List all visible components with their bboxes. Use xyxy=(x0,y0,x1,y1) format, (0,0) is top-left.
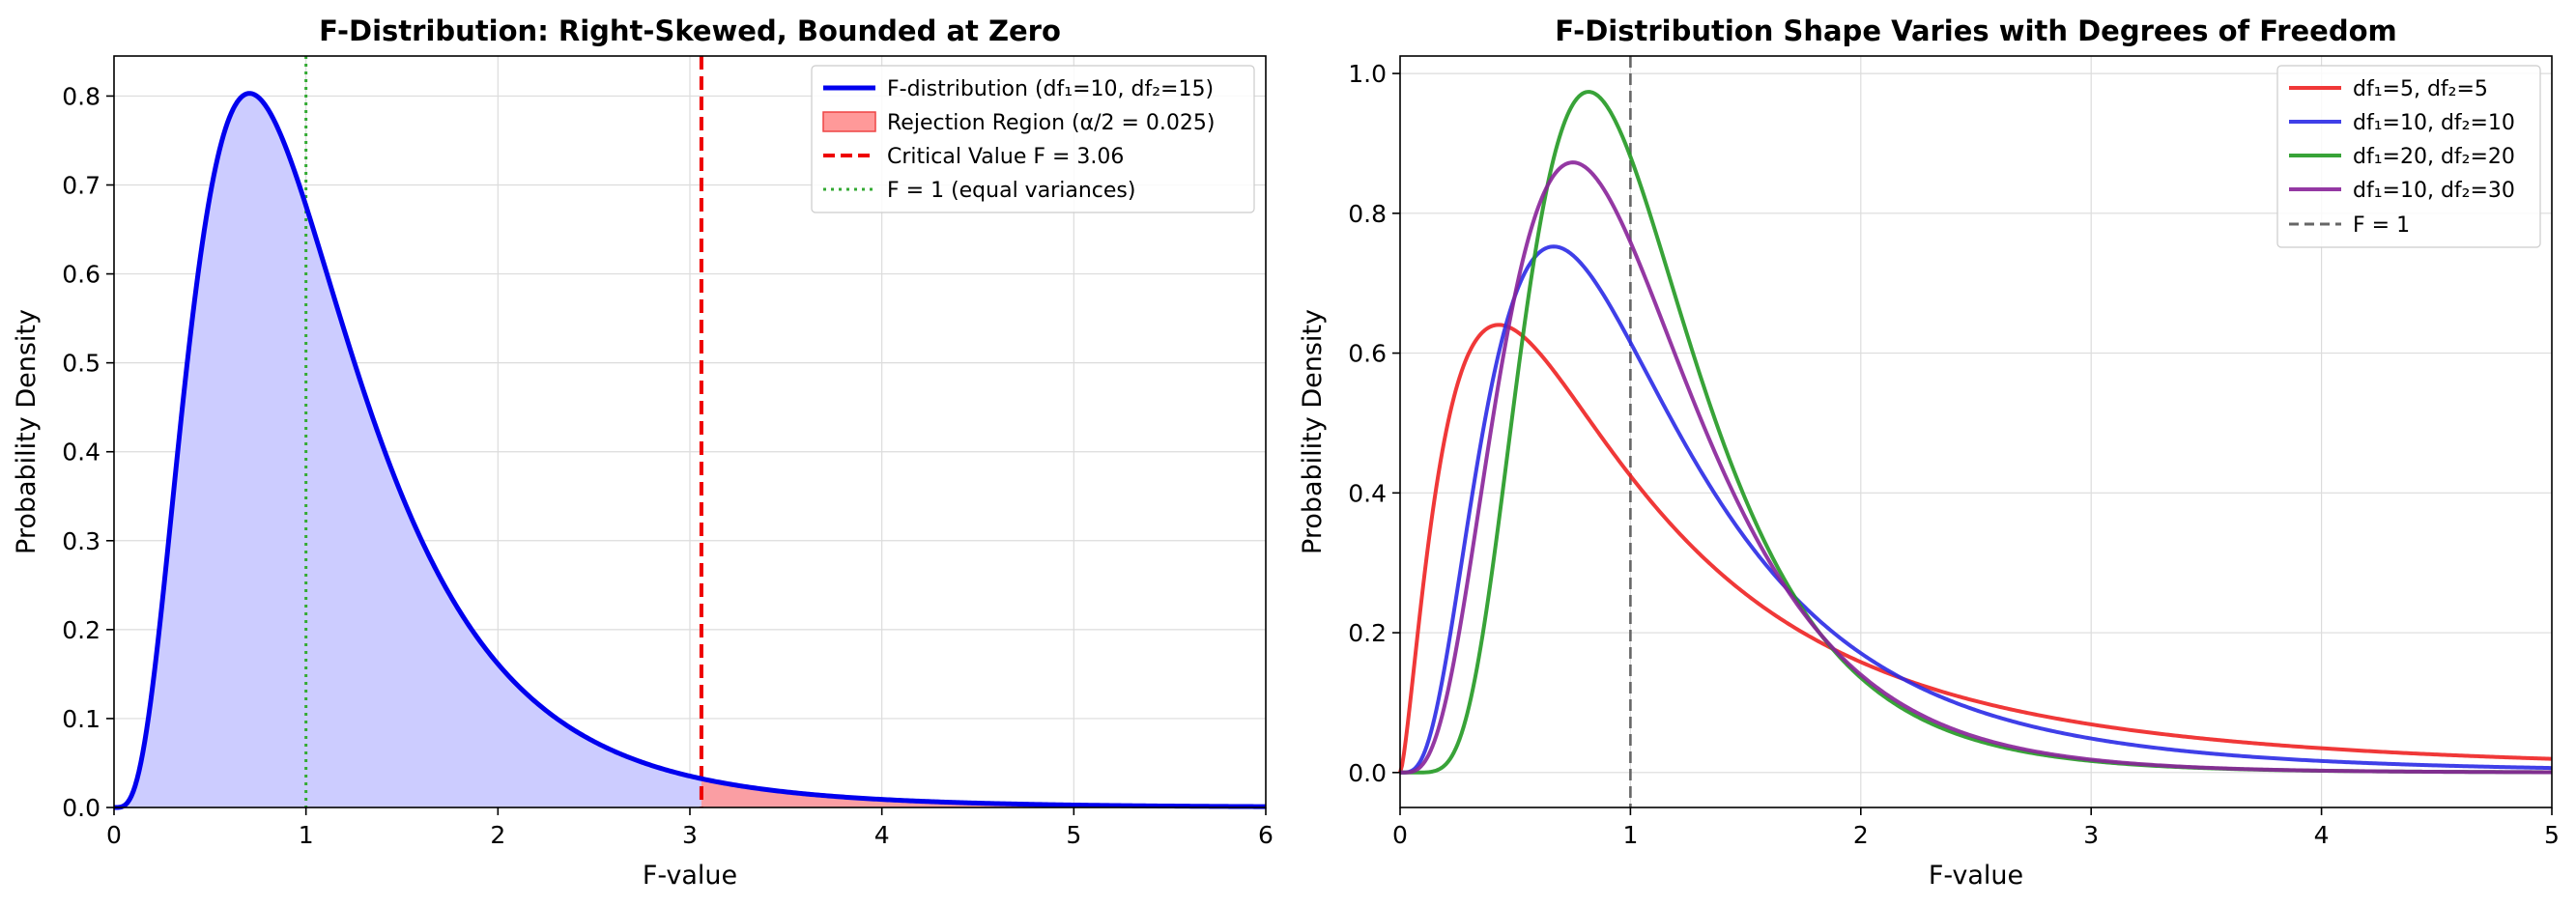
left-y-tick-label: 0.0 xyxy=(62,794,100,822)
right-axes-frame xyxy=(1399,55,2553,808)
left-density-fill xyxy=(114,93,1266,807)
right-legend-item: df₁=20, df₂=20 xyxy=(2289,145,2515,169)
right-series-line-0 xyxy=(1398,323,2553,774)
right-x-tick-label: 5 xyxy=(2544,821,2560,849)
right-x-tick-label: 1 xyxy=(1622,821,1638,849)
left-legend-item: Critical Value F = 3.06 xyxy=(823,145,1124,169)
left-x-tick-label: 2 xyxy=(490,821,505,849)
left-legend-item: Rejection Region (α/2 = 0.025) xyxy=(822,111,1216,135)
left-y-tick-label: 0.4 xyxy=(62,439,100,467)
left-x-tick-label: 1 xyxy=(299,821,314,849)
right-y-tick-label: 0.2 xyxy=(1348,619,1387,647)
left-legend-item: F = 1 (equal variances) xyxy=(823,179,1135,203)
right-legend-item: df₁=10, df₂=30 xyxy=(2289,179,2515,203)
left-rejection-region xyxy=(701,779,1266,807)
left-y-tick-label: 0.7 xyxy=(62,172,100,200)
right-x-tick-label: 0 xyxy=(1392,821,1408,849)
left-legend-label-fdist: F-distribution (df₁=10, df₂=15) xyxy=(887,77,1214,101)
left-legend-item: F-distribution (df₁=10, df₂=15) xyxy=(823,77,1214,101)
right-chart: 0 1 2 3 4 5 0.0 0.2 0.4 0.6 0.8 1.0 F-Distribution … xyxy=(1298,14,2560,891)
left-x-tick-label: 0 xyxy=(106,821,122,849)
left-y-axis-label: Probability Density xyxy=(12,309,42,554)
right-legend-item: F = 1 xyxy=(2289,213,2410,238)
right-legend-label-10-30: df₁=10, df₂=30 xyxy=(2353,179,2515,203)
left-legend-box xyxy=(811,65,1255,213)
left-vlines xyxy=(304,56,703,807)
right-y-tick-label: 0.4 xyxy=(1348,479,1387,507)
left-x-axis-label: F-value xyxy=(643,861,737,891)
right-series-line-3 xyxy=(1399,160,2553,775)
left-chart-title: F-Distribution: Right-Skewed, Bounded at… xyxy=(319,14,1061,47)
right-y-tick-label: 0.8 xyxy=(1348,200,1387,228)
left-x-tick-label: 6 xyxy=(1258,821,1274,849)
right-x-axis-label: F-value xyxy=(1929,861,2023,891)
left-ticks: 0 1 2 3 4 5 6 0.0 0.1 0.2 0.3 0.4 0.5 0.6 0.7 0.8 xyxy=(62,82,1274,849)
left-series xyxy=(113,91,1267,810)
left-y-tick-label: 0.8 xyxy=(62,82,100,110)
right-series-line-1 xyxy=(1399,244,2553,775)
left-y-tick-label: 0.3 xyxy=(62,527,100,555)
right-legend-label-5-5: df₁=5, df₂=5 xyxy=(2353,77,2488,101)
left-legend-label-rejection: Rejection Region (α/2 = 0.025) xyxy=(887,111,1216,135)
right-series xyxy=(1398,90,2553,775)
right-chart-title: F-Distribution Shape Varies with Degrees… xyxy=(1555,14,2397,47)
left-x-tick-label: 4 xyxy=(874,821,890,849)
right-y-tick-label: 1.0 xyxy=(1348,60,1387,88)
right-legend-box xyxy=(2276,65,2541,248)
left-y-tick-label: 0.5 xyxy=(62,350,100,378)
left-chart: 0 1 2 3 4 5 6 0.0 0.1 0.2 0.3 0.4 0.5 0.6 0.7 0.8 F-Dis… xyxy=(12,14,1274,891)
right-y-tick-label: 0.6 xyxy=(1348,340,1387,368)
left-series-line-0 xyxy=(113,91,1267,810)
right-legend-label-f1: F = 1 xyxy=(2353,213,2410,238)
right-legend-label-20-20: df₁=20, df₂=20 xyxy=(2353,145,2515,169)
right-y-tick-label: 0.0 xyxy=(1348,759,1387,787)
left-x-tick-label: 3 xyxy=(682,821,698,849)
right-x-tick-label: 2 xyxy=(1853,821,1869,849)
left-y-tick-label: 0.6 xyxy=(62,261,100,289)
left-legend: F-distribution (df₁=10, df₂=15) Rejectio… xyxy=(811,65,1255,213)
left-legend-label-f1: F = 1 (equal variances) xyxy=(887,179,1135,203)
left-y-tick-label: 0.1 xyxy=(62,705,100,733)
left-legend-swatch-rejection xyxy=(822,111,876,132)
right-legend-item: df₁=5, df₂=5 xyxy=(2289,77,2488,101)
right-y-axis-label: Probability Density xyxy=(1298,309,1328,554)
left-legend-label-critical: Critical Value F = 3.06 xyxy=(887,145,1124,169)
right-legend-label-10-10: df₁=10, df₂=10 xyxy=(2353,111,2515,135)
left-x-tick-label: 5 xyxy=(1066,821,1081,849)
right-legend: df₁=5, df₂=5 df₁=10, df₂=10 df₁=20, df₂=… xyxy=(2276,65,2541,248)
right-ticks: 0 1 2 3 4 5 0.0 0.2 0.4 0.6 0.8 1.0 xyxy=(1348,60,2560,849)
right-x-tick-label: 4 xyxy=(2314,821,2330,849)
right-x-tick-label: 3 xyxy=(2083,821,2099,849)
right-legend-item: df₁=10, df₂=10 xyxy=(2289,111,2515,135)
left-y-tick-label: 0.2 xyxy=(62,616,100,644)
